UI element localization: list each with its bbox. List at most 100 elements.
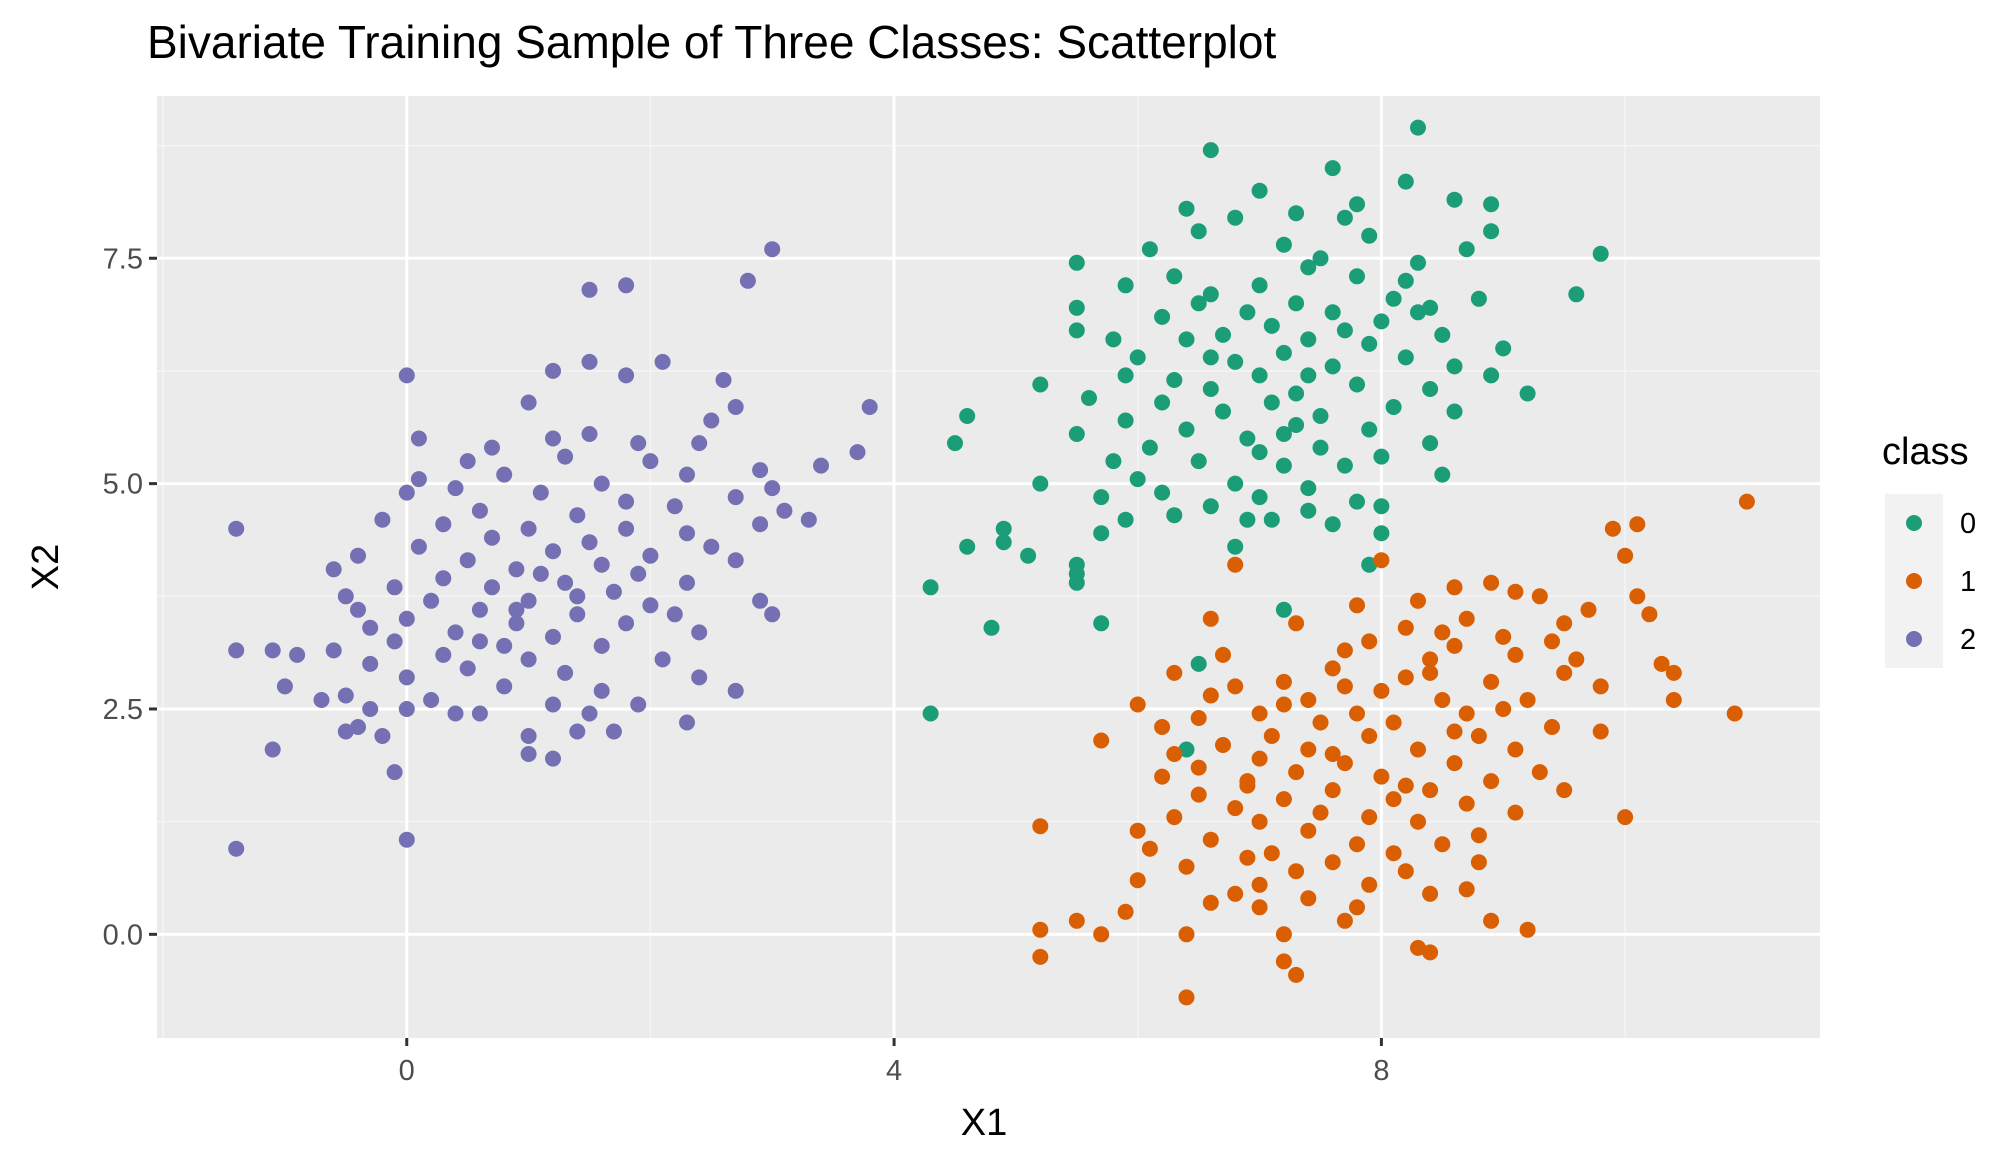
data-point (1202, 381, 1219, 397)
data-point (1531, 764, 1548, 781)
legend-entries: 0 1 2 (1885, 494, 1976, 668)
data-point (545, 430, 561, 447)
data-point (1227, 209, 1244, 226)
data-point (1483, 673, 1500, 690)
data-point (947, 435, 963, 452)
data-point (752, 516, 769, 533)
data-point (1093, 926, 1110, 943)
data-point (1434, 624, 1451, 641)
data-point (1556, 782, 1573, 799)
data-point (1263, 394, 1280, 411)
data-point (1324, 746, 1341, 762)
data-point (1410, 304, 1426, 321)
data-point (1483, 574, 1500, 591)
data-point (1641, 606, 1658, 623)
data-point (1483, 367, 1500, 384)
data-point (1446, 358, 1463, 375)
data-point (642, 597, 659, 614)
data-point (1166, 507, 1183, 524)
data-point (1483, 223, 1500, 240)
data-point (849, 444, 866, 461)
data-point (386, 764, 403, 781)
data-point (545, 628, 561, 645)
data-point (1397, 863, 1414, 880)
data-point (545, 543, 561, 560)
data-point (1629, 588, 1646, 605)
data-point (630, 435, 647, 452)
data-point (228, 642, 245, 659)
data-point (727, 552, 744, 569)
data-point (520, 728, 537, 744)
data-point (1361, 633, 1378, 650)
data-point (398, 669, 415, 686)
data-point (1178, 421, 1195, 438)
data-point (313, 692, 330, 708)
data-point (1166, 268, 1183, 285)
data-point (496, 678, 513, 695)
data-point (1422, 782, 1439, 799)
data-point (581, 705, 598, 722)
data-point (679, 574, 695, 591)
data-point (1093, 525, 1110, 542)
data-point (264, 642, 281, 659)
data-point (703, 412, 720, 429)
data-point (1312, 804, 1329, 821)
data-point (520, 651, 537, 668)
data-point (1288, 966, 1305, 983)
data-point (520, 746, 537, 762)
data-point (1434, 836, 1451, 853)
data-point (1129, 872, 1146, 889)
data-point (1068, 912, 1085, 929)
data-point (1397, 272, 1414, 289)
legend: class 0 1 2 (1882, 431, 1976, 668)
data-point (1166, 746, 1183, 762)
data-point (1288, 764, 1305, 781)
data-point (1544, 719, 1560, 735)
data-point (1592, 723, 1609, 740)
data-point (1288, 417, 1305, 433)
data-point (642, 547, 659, 564)
data-point (1349, 268, 1365, 285)
data-point (1105, 453, 1122, 470)
data-point (1385, 714, 1402, 731)
data-point (410, 538, 427, 555)
legend-title: class (1882, 431, 1969, 473)
data-point (459, 552, 476, 569)
data-point (1373, 552, 1390, 569)
data-point (1507, 583, 1524, 600)
data-point (1434, 466, 1451, 483)
data-point (1154, 394, 1171, 411)
data-point (1263, 728, 1280, 744)
data-point (1202, 610, 1219, 627)
x-tick-label: 0 (399, 1055, 415, 1087)
data-point (1300, 480, 1317, 497)
data-point (581, 534, 598, 551)
data-point (1154, 484, 1171, 501)
plot-panel (157, 96, 1820, 1038)
data-point (776, 502, 793, 519)
data-point (520, 592, 537, 609)
data-point (1617, 809, 1634, 826)
data-point (1446, 755, 1463, 772)
data-point (1349, 376, 1365, 393)
data-point (1592, 245, 1609, 262)
data-point (959, 538, 976, 555)
data-point (630, 696, 647, 713)
chart-title: Bivariate Training Sample of Three Class… (147, 16, 1276, 68)
data-point (691, 669, 708, 686)
data-point (557, 574, 574, 591)
data-point (1288, 205, 1305, 222)
data-point (1385, 399, 1402, 415)
data-point (1227, 475, 1244, 492)
data-point (1275, 457, 1292, 474)
legend-label: 0 (1960, 508, 1976, 540)
data-point (593, 475, 610, 492)
data-point (1166, 809, 1183, 826)
data-point (1300, 367, 1317, 384)
data-point (1349, 899, 1365, 916)
data-point (1154, 719, 1171, 735)
data-point (1251, 750, 1268, 767)
data-point (1361, 421, 1378, 438)
data-point (1227, 885, 1244, 902)
data-point (1336, 642, 1353, 659)
